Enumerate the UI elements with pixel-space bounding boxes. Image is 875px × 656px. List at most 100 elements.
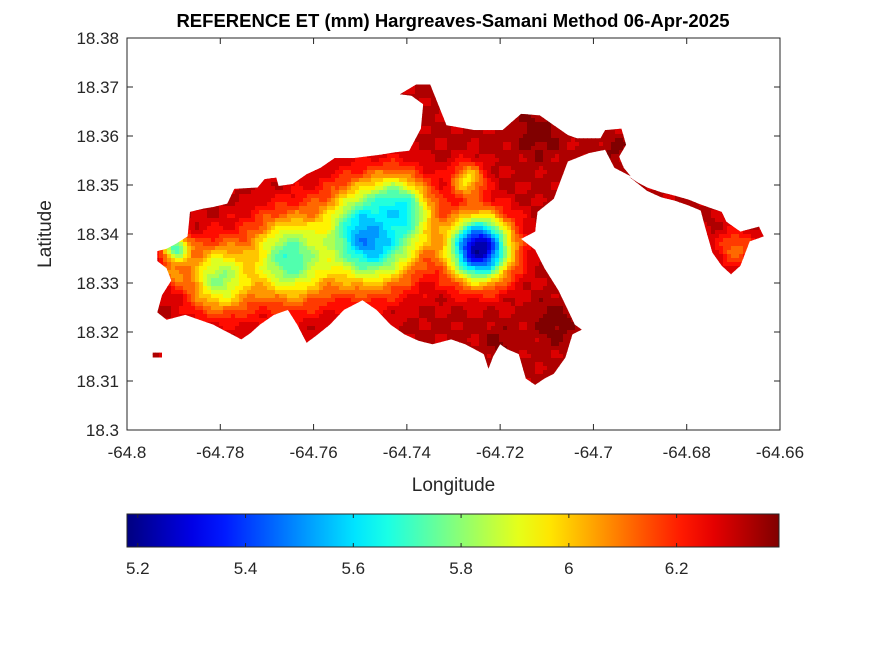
- et-cell: [275, 190, 280, 195]
- et-cell: [447, 178, 452, 183]
- et-cell: [255, 206, 260, 211]
- et-cell: [615, 134, 620, 139]
- et-cell: [499, 174, 504, 179]
- et-cell: [343, 158, 348, 163]
- et-cell: [319, 178, 324, 183]
- et-cell: [375, 158, 380, 163]
- et-cell: [447, 142, 452, 147]
- et-cell: [423, 142, 428, 147]
- et-cell: [539, 182, 544, 187]
- et-cell: [267, 198, 272, 203]
- et-cell: [527, 142, 532, 147]
- et-cell: [319, 202, 324, 207]
- et-cell: [311, 182, 316, 187]
- et-cell: [563, 154, 568, 159]
- et-cell: [467, 162, 472, 167]
- et-cell: [615, 166, 620, 171]
- et-cell: [527, 158, 532, 163]
- et-cell: [507, 126, 512, 131]
- et-cell: [555, 166, 560, 171]
- et-cell: [583, 150, 588, 155]
- et-cell: [535, 174, 540, 179]
- et-cell: [263, 182, 268, 187]
- et-cell: [395, 150, 400, 155]
- et-cell: [499, 166, 504, 171]
- et-cell: [447, 162, 452, 167]
- et-cell: [555, 150, 560, 155]
- et-cell: [503, 142, 508, 147]
- et-cell: [499, 138, 504, 143]
- et-cell: [507, 170, 512, 175]
- et-cell: [499, 158, 504, 163]
- et-cell: [387, 190, 392, 195]
- et-cell: [395, 198, 400, 203]
- et-cell: [543, 182, 548, 187]
- et-cell: [543, 134, 548, 139]
- et-cell: [475, 162, 480, 167]
- et-cell: [299, 198, 304, 203]
- et-cell: [503, 186, 508, 191]
- et-cell: [519, 146, 524, 151]
- et-cell: [495, 150, 500, 155]
- et-cell: [483, 190, 488, 195]
- et-cell: [415, 86, 420, 91]
- et-cell: [239, 198, 244, 203]
- et-cell: [415, 166, 420, 171]
- et-cell: [307, 194, 312, 199]
- et-cell: [403, 202, 408, 207]
- et-cell: [471, 190, 476, 195]
- et-cell: [451, 146, 456, 151]
- et-cell: [379, 170, 384, 175]
- et-cell: [451, 174, 456, 179]
- et-cell: [387, 154, 392, 159]
- et-cell: [455, 150, 460, 155]
- et-cell: [347, 162, 352, 167]
- et-cell: [547, 150, 552, 155]
- et-cell: [463, 198, 468, 203]
- et-cell: [315, 186, 320, 191]
- et-cell: [315, 170, 320, 175]
- et-cell: [323, 166, 328, 171]
- et-cell: [459, 138, 464, 143]
- et-cell: [487, 170, 492, 175]
- et-cell: [507, 138, 512, 143]
- et-cell: [439, 194, 444, 199]
- et-cell: [419, 178, 424, 183]
- et-cell: [439, 150, 444, 155]
- et-cell: [527, 186, 532, 191]
- et-cell: [431, 154, 436, 159]
- et-cell: [483, 194, 488, 199]
- et-cell: [387, 186, 392, 191]
- et-cell: [503, 166, 508, 171]
- et-cell: [599, 146, 604, 151]
- et-cell: [251, 198, 256, 203]
- et-cell: [363, 190, 368, 195]
- et-cell: [455, 134, 460, 139]
- et-cell: [443, 194, 448, 199]
- et-cell: [231, 194, 236, 199]
- et-cell: [263, 194, 268, 199]
- et-cell: [539, 202, 544, 207]
- et-cell: [451, 166, 456, 171]
- et-cell: [383, 194, 388, 199]
- et-cell: [387, 162, 392, 167]
- et-cell: [515, 126, 520, 131]
- et-cell: [435, 162, 440, 167]
- et-cell: [431, 194, 436, 199]
- et-cell: [307, 190, 312, 195]
- et-cell: [527, 118, 532, 123]
- et-cell: [487, 150, 492, 155]
- et-cell: [355, 186, 360, 191]
- et-cell: [463, 130, 468, 135]
- et-cell: [467, 190, 472, 195]
- et-cell: [603, 142, 608, 147]
- et-cell: [435, 114, 440, 119]
- et-cell: [387, 194, 392, 199]
- et-cell: [539, 118, 544, 123]
- et-cell: [487, 186, 492, 191]
- et-cell: [535, 178, 540, 183]
- et-cell: [555, 186, 560, 191]
- et-cell: [455, 130, 460, 135]
- et-cell: [415, 142, 420, 147]
- et-cell: [663, 194, 668, 199]
